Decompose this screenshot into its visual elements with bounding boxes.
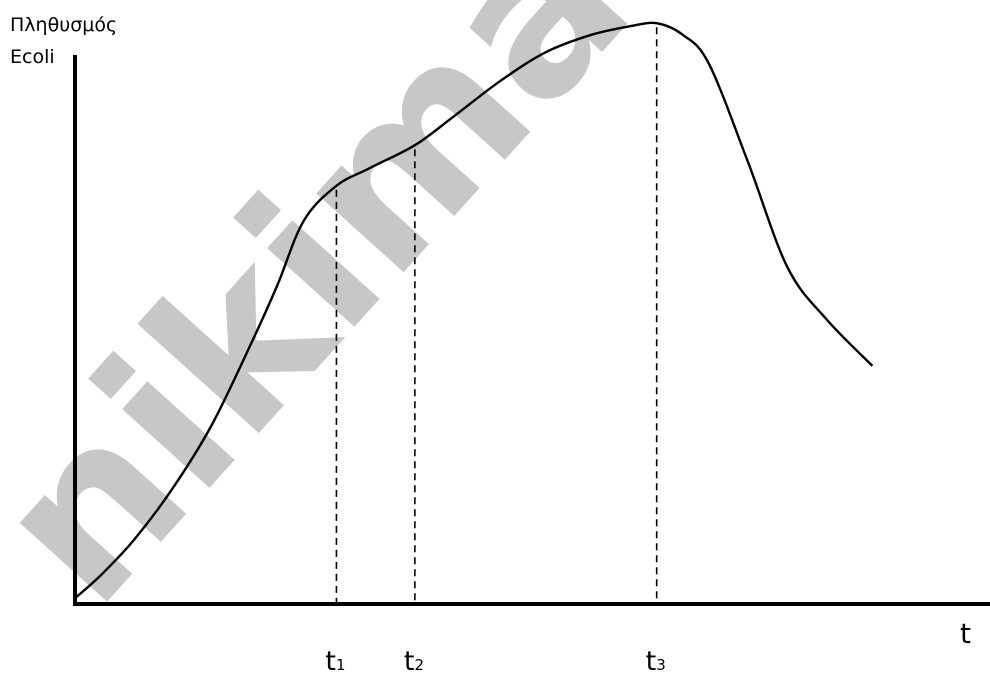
x-axis-label: t [960, 617, 971, 650]
tick-label-base: t [646, 646, 657, 673]
tick-label-subscript: 3 [656, 656, 666, 673]
tick-label-t1: t1 [325, 646, 345, 673]
tick-label-t2: t2 [404, 646, 424, 673]
y-axis-label-line-1: Πληθυσμός [10, 14, 117, 36]
tick-label-t3: t3 [646, 646, 666, 673]
tick-label-base: t [325, 646, 336, 673]
watermark: nikimargan [0, 0, 990, 649]
x-tick-labels: t1 t2 t3 [325, 646, 665, 673]
population-curve [74, 21, 874, 600]
droplines [335, 27, 658, 604]
tick-label-base: t [404, 646, 415, 673]
y-axis-label-line-2: Ecoli [10, 46, 55, 68]
tick-label-subscript: 2 [414, 656, 424, 673]
tick-label-subscript: 1 [336, 656, 346, 673]
